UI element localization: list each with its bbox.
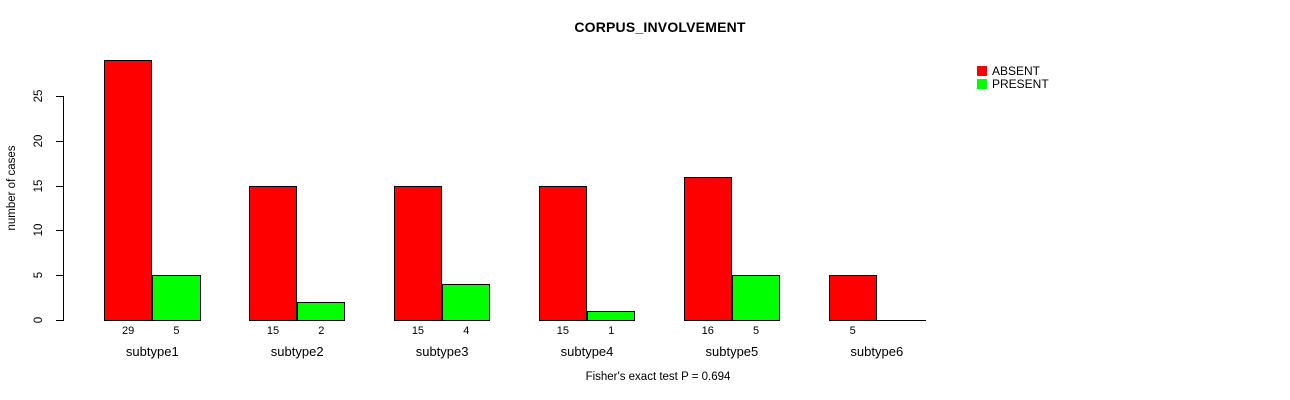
bar-present xyxy=(587,311,636,321)
bar-absent xyxy=(828,275,877,321)
y-tick-mark xyxy=(56,185,63,187)
legend: ABSENT PRESENT xyxy=(977,64,1049,91)
bar-value-label: 5 xyxy=(173,325,180,337)
y-tick-mark xyxy=(56,140,63,142)
present-color-swatch-icon xyxy=(977,78,987,89)
bar-value-label: 1 xyxy=(608,325,615,337)
legend-label-absent: ABSENT xyxy=(992,64,1041,79)
bar-value-label: 2 xyxy=(318,325,325,337)
bar-present xyxy=(297,302,346,321)
x-category-label: subtype2 xyxy=(270,344,324,359)
bar-absent xyxy=(393,185,443,321)
bar-present xyxy=(442,284,491,321)
x-category-label: subtype6 xyxy=(850,344,904,359)
y-tick-label: 15 xyxy=(33,179,45,192)
y-tick-label: 10 xyxy=(33,223,45,237)
bar-present xyxy=(731,275,781,321)
x-category-label: subtype4 xyxy=(560,344,614,359)
y-tick-mark xyxy=(56,230,63,232)
bar-absent xyxy=(538,185,587,321)
bar-value-label: 15 xyxy=(411,325,425,337)
legend-item-absent: ABSENT xyxy=(977,64,1049,79)
bar-value-label: 4 xyxy=(463,325,470,337)
y-axis-line xyxy=(63,96,64,321)
bar-absent xyxy=(248,185,298,321)
bar-absent xyxy=(104,60,153,321)
x-category-label: subtype5 xyxy=(705,344,759,359)
bar-value-label: 5 xyxy=(849,325,856,337)
bar-value-label: 5 xyxy=(752,325,760,337)
bar-value-label: 16 xyxy=(701,325,714,337)
y-tick-mark xyxy=(56,320,63,321)
legend-item-present: PRESENT xyxy=(977,76,1049,91)
y-tick-mark xyxy=(56,275,63,277)
legend-label-present: PRESENT xyxy=(992,76,1049,91)
bar-present-zero xyxy=(876,320,927,321)
bar-absent xyxy=(683,176,732,321)
x-category-label: subtype3 xyxy=(415,344,469,359)
y-tick-mark xyxy=(56,96,63,97)
y-tick-label: 25 xyxy=(33,89,45,103)
y-tick-label: 5 xyxy=(33,271,45,279)
bar-value-label: 29 xyxy=(122,325,135,337)
fisher-test-annotation: Fisher's exact test P = 0.694 xyxy=(585,371,731,383)
bar-present xyxy=(152,275,201,321)
x-category-label: subtype1 xyxy=(125,344,179,359)
bar-value-label: 15 xyxy=(556,325,569,337)
y-tick-label: 0 xyxy=(33,316,45,324)
absent-color-swatch-icon xyxy=(977,66,987,77)
y-tick-label: 20 xyxy=(33,134,45,148)
chart-title: CORPUS_INVOLVEMENT xyxy=(574,19,746,35)
bar-value-label: 15 xyxy=(266,325,280,337)
